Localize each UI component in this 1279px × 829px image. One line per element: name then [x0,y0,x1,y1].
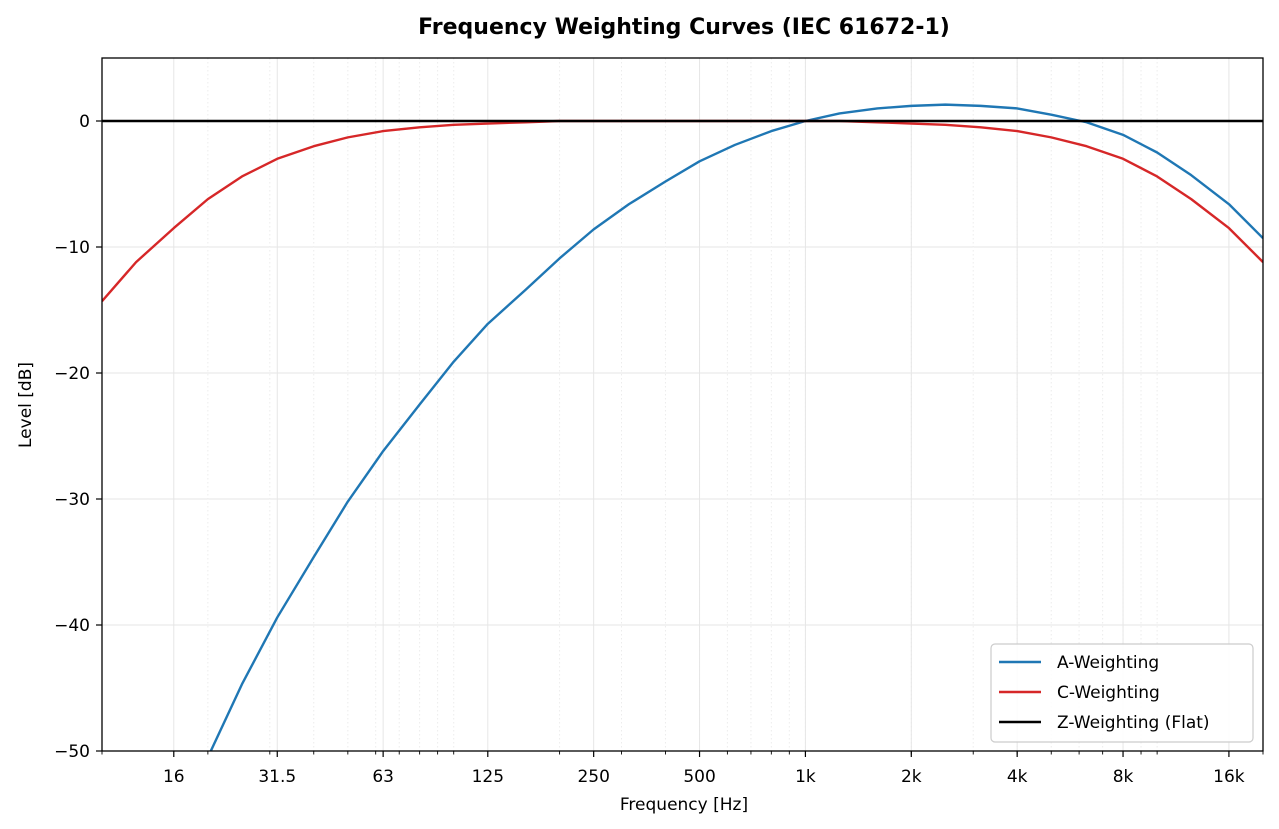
legend-label: Z-Weighting (Flat) [1057,713,1210,733]
legend-box [990,643,1254,743]
plot-series [102,103,1263,751]
chart-title: Frequency Weighting Curves (IEC 61672-1) [418,15,950,40]
x-tick-label: 250 [577,767,609,787]
x-tick-label: 4k [1007,767,1028,787]
series-line-c-weighting [102,119,1263,302]
x-tick-label: 500 [683,767,715,787]
x-tick-label: 16 [163,767,185,787]
x-tick-label: 16k [1213,767,1245,787]
x-tick-label: 125 [472,767,504,787]
x-axis-label: Frequency [Hz] [620,795,748,815]
x-tick-label: 2k [901,767,922,787]
x-tick-label: 31.5 [258,767,296,787]
axis-ticks: 16 31.5 63 125 250 500 1k 2k 4k 8k 16k 0 −10 −20 −30 −4… [54,112,1264,787]
legend-label: A-Weighting [1057,653,1159,673]
y-tick-label: −40 [54,616,90,636]
x-tick-label: 8k [1113,767,1134,787]
y-tick-label: −30 [54,490,90,510]
x-tick-label: 1k [795,767,816,787]
y-tick-label: 0 [79,112,90,132]
y-tick-label: −10 [54,238,90,258]
x-tick-label: 63 [372,767,394,787]
legend-label: C-Weighting [1057,683,1160,703]
y-tick-label: −50 [54,742,90,762]
y-tick-label: −20 [54,364,90,384]
y-axis-label: Level [dB] [16,362,36,448]
legend: A-Weighting C-Weighting Z-Weighting (Flat) [990,643,1254,743]
plot-frame [101,57,1264,752]
series-line-a-weighting [209,103,1263,751]
